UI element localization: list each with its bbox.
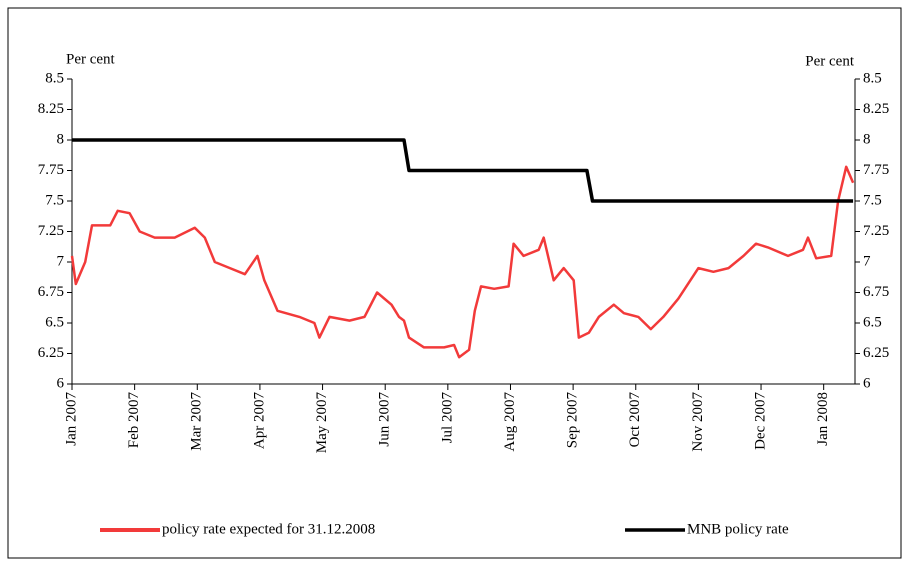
x-tick-label: Aug 2007	[502, 392, 518, 452]
y2-tick-label: 6.5	[863, 314, 882, 330]
y2-tick-label: 8.5	[863, 70, 882, 86]
series-line	[70, 165, 855, 359]
y-axis-label: Per cent	[66, 51, 116, 67]
legend-label: policy rate expected for 31.12.2008	[162, 521, 375, 537]
y-tick-label: 7.25	[38, 223, 64, 239]
y2-axis-label: Per cent	[805, 53, 855, 69]
y2-tick-label: 8.25	[863, 101, 889, 117]
y2-tick-label: 7.75	[863, 162, 889, 178]
y2-tick-label: 7	[863, 253, 871, 269]
y-tick-label: 7.75	[38, 162, 64, 178]
x-tick-label: Nov 2007	[690, 392, 706, 452]
chart-frame	[7, 7, 902, 559]
y-tick-label: 7.5	[45, 192, 64, 208]
y2-tick-label: 6.75	[863, 284, 889, 300]
legend-label: MNB policy rate	[687, 521, 789, 537]
y-tick-label: 6	[57, 375, 65, 391]
x-tick-label: Jul 2007	[439, 392, 455, 444]
y-tick-label: 6.25	[38, 345, 64, 361]
x-tick-label: Jan 2008	[815, 392, 831, 446]
y-tick-label: 8.5	[45, 70, 64, 86]
y2-tick-label: 7.25	[863, 223, 889, 239]
x-tick-label: Feb 2007	[126, 392, 142, 449]
x-tick-label: Apr 2007	[251, 392, 267, 450]
y2-tick-label: 7.5	[863, 192, 882, 208]
x-tick-label: May 2007	[314, 392, 330, 454]
series-line	[72, 138, 854, 203]
y-tick-label: 6.5	[45, 314, 64, 330]
x-tick-label: Dec 2007	[752, 392, 768, 450]
y2-tick-label: 8	[863, 131, 871, 147]
y-tick-label: 7	[57, 253, 65, 269]
x-tick-label: Oct 2007	[627, 392, 643, 448]
y-tick-label: 8.25	[38, 101, 64, 117]
y-tick-label: 6.75	[38, 284, 64, 300]
x-tick-label: Jan 2007	[63, 392, 79, 446]
y-tick-label: 8	[57, 131, 65, 147]
y2-tick-label: 6	[863, 375, 871, 391]
y2-tick-label: 6.25	[863, 345, 889, 361]
x-tick-label: Mar 2007	[189, 392, 205, 451]
x-tick-label: Jun 2007	[377, 392, 393, 447]
x-tick-label: Sep 2007	[565, 392, 581, 449]
